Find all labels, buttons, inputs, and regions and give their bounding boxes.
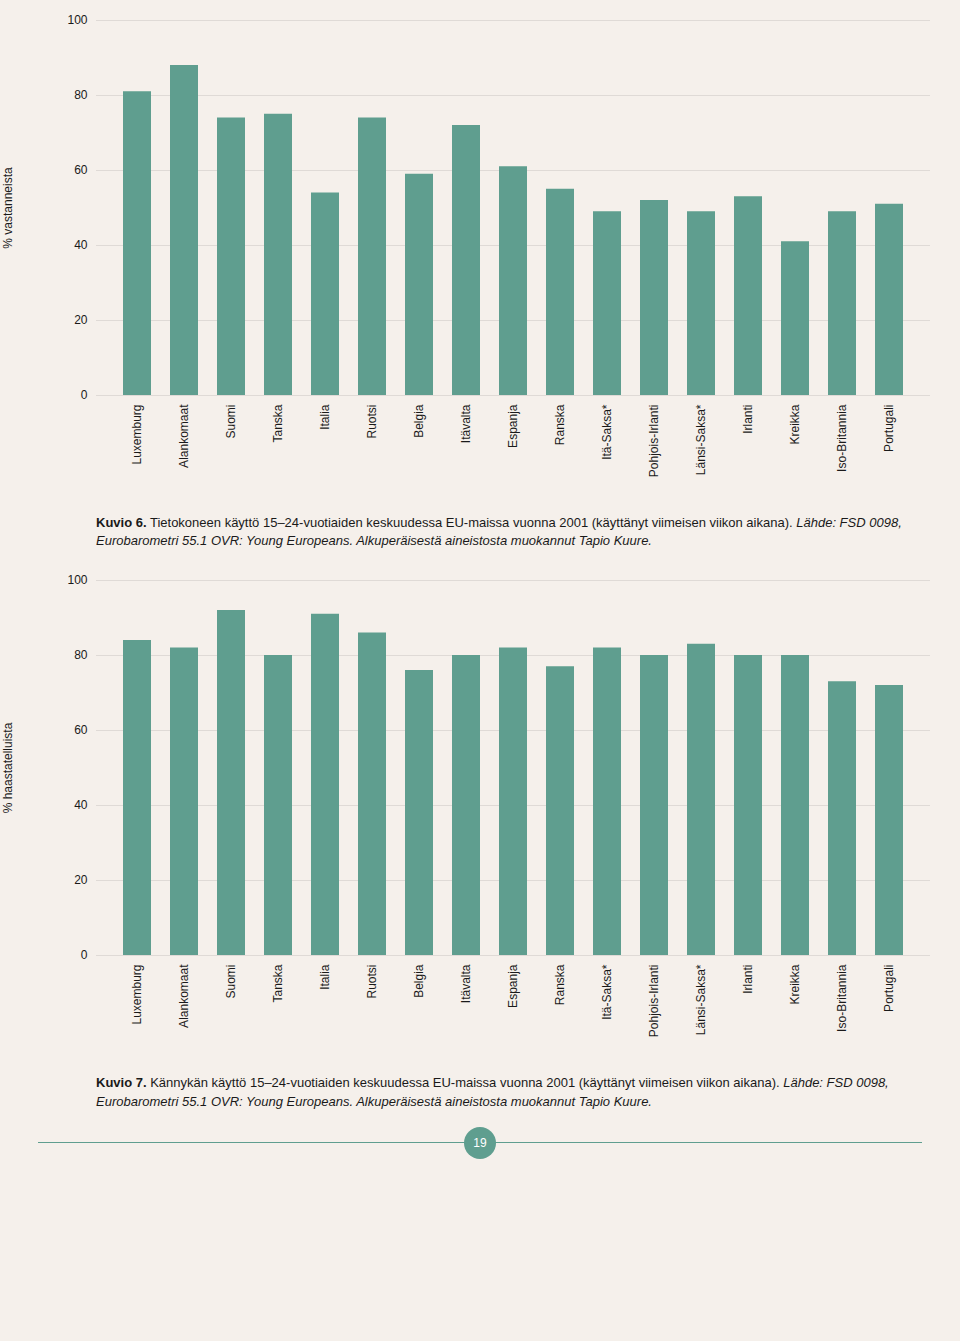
svg-text:Alankomaat: Alankomaat [177,404,191,468]
svg-text:Italia: Italia [318,965,332,991]
svg-text:Tanska: Tanska [271,404,285,442]
svg-text:Ruotsi: Ruotsi [365,965,379,999]
svg-text:20: 20 [74,874,88,888]
svg-text:% vastanneista: % vastanneista [1,167,15,249]
svg-text:Länsi-Saksa*: Länsi-Saksa* [694,404,708,475]
svg-text:0: 0 [81,388,88,402]
svg-text:40: 40 [74,238,88,252]
svg-text:Kreikka: Kreikka [788,404,802,444]
svg-text:Itävalta: Itävalta [459,404,473,443]
svg-text:Tanska: Tanska [271,965,285,1003]
svg-text:% haastatelluista: % haastatelluista [1,723,15,814]
svg-text:Ruotsi: Ruotsi [365,405,379,439]
svg-text:Portugali: Portugali [882,405,896,452]
svg-text:Portugali: Portugali [882,965,896,1012]
svg-text:Suomi: Suomi [224,405,238,439]
svg-text:Suomi: Suomi [224,965,238,999]
svg-text:80: 80 [74,88,88,102]
svg-text:Iso-Britannia: Iso-Britannia [835,404,849,472]
svg-text:Irlanti: Irlanti [741,965,755,994]
svg-text:Luxemburg: Luxemburg [130,965,144,1025]
html-text:Kuvio 6. Tietokoneen käyttö 15: Kuvio 6. Tietokoneen käyttö 15–24-vuotia… [96,515,902,549]
svg-text:60: 60 [74,163,88,177]
svg-text:Ranska: Ranska [553,965,567,1006]
svg-text:0: 0 [81,949,88,963]
svg-text:100: 100 [67,574,87,588]
svg-text:20: 20 [74,313,88,327]
svg-text:80: 80 [74,649,88,663]
svg-text:40: 40 [74,799,88,813]
svg-text:Itä-Saksa*: Itä-Saksa* [600,965,614,1021]
svg-text:Kreikka: Kreikka [788,965,802,1005]
svg-text:Pohjois-Irlanti: Pohjois-Irlanti [647,405,661,478]
svg-text:Espanja: Espanja [506,965,520,1009]
svg-text:Belgia: Belgia [412,404,426,438]
svg-text:Espanja: Espanja [506,404,520,448]
html-text:19: 19 [473,1135,487,1150]
svg-text:Luxemburg: Luxemburg [130,405,144,465]
svg-text:Itä-Saksa*: Itä-Saksa* [600,404,614,460]
svg-text:Ranska: Ranska [553,404,567,445]
html-text:Kuvio 7. Kännykän käyttö 15–24: Kuvio 7. Kännykän käyttö 15–24-vuotiaide… [96,1075,889,1109]
svg-text:Italia: Italia [318,404,332,430]
svg-text:100: 100 [67,13,87,27]
svg-text:Pohjois-Irlanti: Pohjois-Irlanti [647,965,661,1038]
svg-text:Belgia: Belgia [412,965,426,999]
svg-text:60: 60 [74,724,88,738]
svg-text:Länsi-Saksa*: Länsi-Saksa* [694,965,708,1036]
svg-text:Iso-Britannia: Iso-Britannia [835,965,849,1033]
svg-text:Irlanti: Irlanti [741,405,755,434]
svg-text:Itävalta: Itävalta [459,965,473,1004]
svg-text:Alankomaat: Alankomaat [177,964,191,1028]
